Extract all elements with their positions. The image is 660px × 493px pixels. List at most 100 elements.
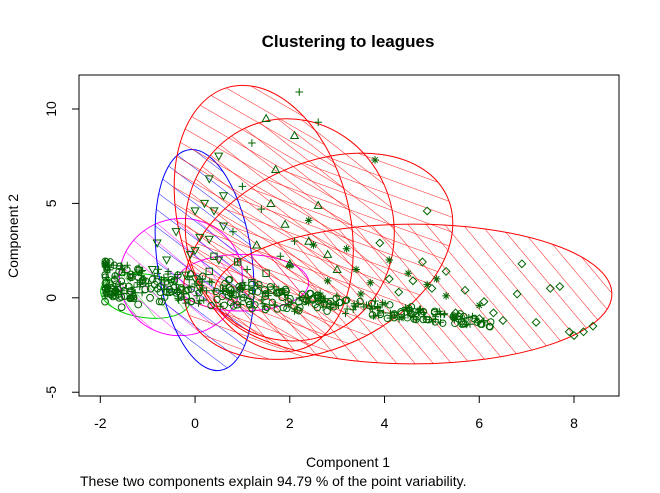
data-point bbox=[588, 321, 598, 331]
band-point bbox=[200, 296, 208, 304]
x-axis: -2 0 2 4 6 8 bbox=[94, 395, 578, 431]
band-point bbox=[456, 310, 464, 318]
data-point bbox=[233, 258, 242, 266]
data-point bbox=[238, 182, 247, 191]
band-point bbox=[295, 307, 303, 315]
y-tick-label: 0 bbox=[43, 294, 59, 302]
band-point bbox=[212, 287, 220, 296]
y-axis-label: Component 2 bbox=[5, 194, 21, 278]
band-point bbox=[379, 299, 387, 307]
data-point bbox=[295, 88, 304, 96]
band-point bbox=[399, 314, 407, 322]
band-point bbox=[210, 287, 218, 295]
band-point bbox=[259, 300, 267, 308]
band-point bbox=[371, 297, 379, 305]
data-point bbox=[262, 269, 270, 277]
data-point bbox=[474, 314, 484, 324]
band-point bbox=[366, 304, 374, 312]
band-point bbox=[203, 287, 211, 295]
band-point bbox=[229, 302, 238, 310]
data-point bbox=[210, 252, 218, 260]
data-point bbox=[394, 287, 404, 297]
band-point bbox=[236, 293, 244, 301]
band-point bbox=[401, 304, 409, 312]
x-tick-label: 0 bbox=[191, 415, 199, 431]
band-point bbox=[421, 312, 429, 320]
band-point bbox=[239, 279, 247, 287]
band-point bbox=[341, 310, 349, 318]
data-point bbox=[261, 113, 271, 122]
data-point bbox=[555, 281, 565, 291]
data-point bbox=[270, 164, 281, 173]
data-point bbox=[578, 327, 588, 337]
data-point bbox=[257, 205, 266, 213]
band-point bbox=[284, 292, 292, 300]
band-point bbox=[236, 285, 245, 293]
band-point bbox=[268, 298, 277, 307]
data-point bbox=[289, 130, 300, 139]
band-point bbox=[105, 263, 113, 271]
data-point bbox=[248, 139, 256, 147]
band-point bbox=[410, 315, 418, 323]
band-point bbox=[362, 301, 370, 309]
band-point bbox=[164, 268, 172, 276]
band-point bbox=[172, 281, 180, 289]
y-tick-label: 10 bbox=[43, 101, 59, 117]
data-point bbox=[243, 265, 251, 274]
band-point bbox=[301, 297, 309, 306]
data-point bbox=[214, 256, 224, 265]
data-point bbox=[141, 285, 150, 294]
band-point bbox=[298, 290, 307, 299]
band-point bbox=[255, 280, 263, 289]
band-point bbox=[155, 297, 164, 306]
data-point bbox=[219, 284, 228, 293]
data-point bbox=[545, 283, 555, 293]
data-point bbox=[385, 256, 394, 264]
data-point bbox=[304, 216, 313, 225]
band-point bbox=[275, 288, 284, 297]
data-point bbox=[185, 250, 195, 260]
band-point bbox=[487, 318, 495, 326]
data-point bbox=[479, 297, 489, 307]
band-point bbox=[386, 301, 394, 309]
data-point bbox=[218, 222, 229, 231]
band-point bbox=[227, 286, 235, 294]
band-point bbox=[335, 298, 344, 307]
data-point bbox=[371, 156, 379, 164]
band-point bbox=[290, 307, 298, 315]
data-point bbox=[248, 279, 256, 287]
band-point bbox=[350, 302, 358, 310]
band-point bbox=[118, 287, 126, 295]
band-point bbox=[155, 265, 163, 273]
band-point bbox=[133, 268, 141, 276]
data-point bbox=[117, 303, 126, 312]
band-point bbox=[343, 305, 351, 313]
band-point bbox=[216, 302, 224, 310]
band-point bbox=[148, 275, 157, 283]
band-point bbox=[436, 318, 444, 326]
band-point bbox=[261, 305, 270, 314]
data-point bbox=[304, 236, 314, 245]
data-point bbox=[229, 290, 237, 298]
band-point bbox=[330, 303, 338, 311]
data-point bbox=[404, 269, 413, 278]
data-point bbox=[342, 244, 351, 253]
data-point bbox=[531, 317, 541, 327]
data-point bbox=[115, 293, 124, 302]
data-point bbox=[199, 199, 210, 209]
band-point bbox=[110, 276, 119, 284]
data-point bbox=[157, 297, 166, 306]
data-point bbox=[204, 235, 214, 245]
data-point bbox=[171, 228, 181, 237]
x-tick-label: 8 bbox=[570, 415, 578, 431]
band-point bbox=[375, 311, 383, 319]
band-point bbox=[178, 285, 186, 294]
x-tick-label: -2 bbox=[94, 415, 107, 431]
band-point bbox=[458, 320, 466, 328]
data-point bbox=[218, 192, 229, 201]
data-point bbox=[180, 271, 191, 280]
band-point bbox=[245, 297, 253, 306]
data-point bbox=[475, 301, 484, 310]
data-point bbox=[190, 207, 200, 216]
band-point bbox=[178, 293, 186, 301]
